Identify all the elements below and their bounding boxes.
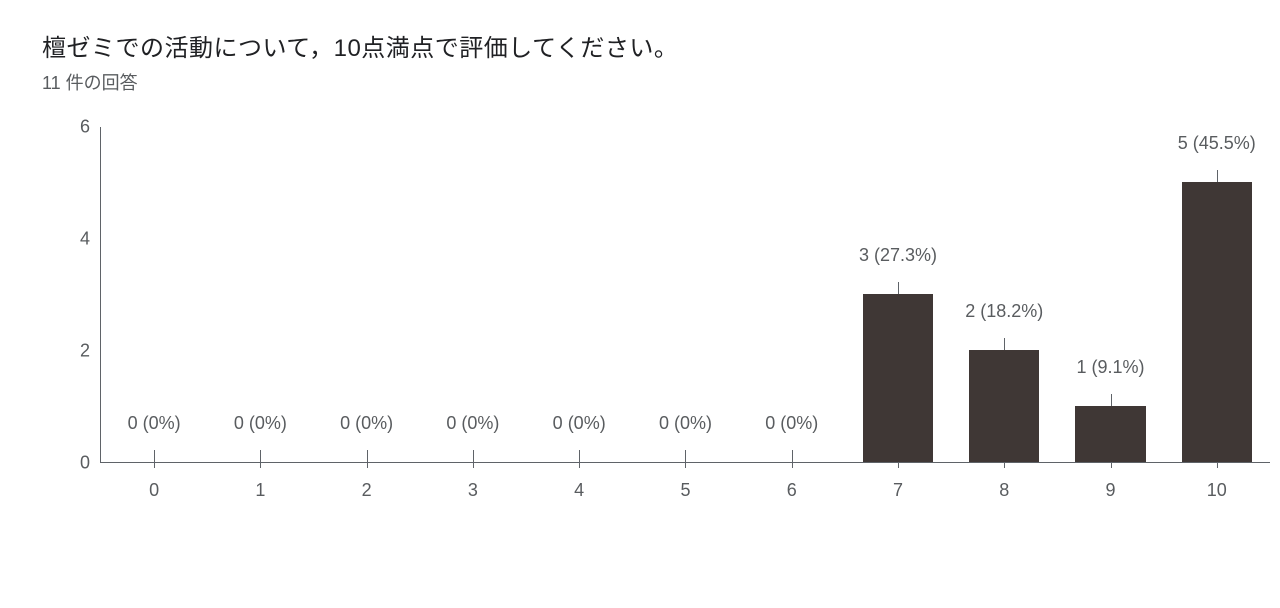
x-tick-mark: [367, 462, 368, 468]
bar-label-tick: [473, 450, 474, 462]
x-tick-label: 6: [787, 480, 797, 501]
bar-value-label: 2 (18.2%): [965, 301, 1043, 322]
x-tick: 4: [574, 468, 584, 501]
x-tick-mark: [260, 462, 261, 468]
x-tick-mark: [579, 462, 580, 468]
x-tick: 8: [999, 468, 1009, 501]
bar-label-tick: [1004, 338, 1005, 350]
bar-slot: 0 (0%)6: [739, 127, 845, 462]
x-tick-mark: [1217, 462, 1218, 468]
bar-value-label: 5 (45.5%): [1178, 133, 1256, 154]
bar-label-tick: [1111, 394, 1112, 406]
x-tick: 0: [149, 468, 159, 501]
x-tick-label: 10: [1207, 480, 1227, 501]
response-count: 11 件の回答: [42, 69, 1280, 95]
x-tick-label: 4: [574, 480, 584, 501]
x-tick-mark: [685, 462, 686, 468]
bar-value-label: 0 (0%): [340, 413, 393, 434]
bar-label-tick: [154, 450, 155, 462]
x-tick: 1: [255, 468, 265, 501]
x-tick-label: 8: [999, 480, 1009, 501]
x-tick-label: 0: [149, 480, 159, 501]
bar-label-tick: [260, 450, 261, 462]
bar-slot: 0 (0%)1: [207, 127, 313, 462]
bar: [1182, 182, 1252, 462]
bar-value-label: 0 (0%): [659, 413, 712, 434]
bar-slot: 0 (0%)0: [101, 127, 207, 462]
bar-value-label: 0 (0%): [234, 413, 287, 434]
bar-value-label: 1 (9.1%): [1077, 357, 1145, 378]
x-tick-label: 3: [468, 480, 478, 501]
x-tick: 10: [1207, 468, 1227, 501]
x-tick: 7: [893, 468, 903, 501]
bar: [863, 294, 933, 462]
bar-label-tick: [792, 450, 793, 462]
plot-area: 0 (0%)00 (0%)10 (0%)20 (0%)30 (0%)40 (0%…: [100, 127, 1270, 463]
x-tick-mark: [1111, 462, 1112, 468]
bar-value-label: 3 (27.3%): [859, 245, 937, 266]
x-tick-mark: [898, 462, 899, 468]
x-tick: 2: [362, 468, 372, 501]
chart-container: 檀ゼミでの活動について，10点満点で評価してください。 11 件の回答 0246…: [0, 0, 1280, 608]
bar-label-tick: [685, 450, 686, 462]
bar-label-tick: [1217, 170, 1218, 182]
bar-value-label: 0 (0%): [553, 413, 606, 434]
bar-slot: 1 (9.1%)9: [1057, 127, 1163, 462]
x-tick-label: 7: [893, 480, 903, 501]
bar-label-tick: [367, 450, 368, 462]
x-tick-mark: [473, 462, 474, 468]
bar-slot: 0 (0%)3: [420, 127, 526, 462]
chart-area: 0246 0 (0%)00 (0%)10 (0%)20 (0%)30 (0%)4…: [100, 127, 1270, 463]
bar-slot: 0 (0%)2: [314, 127, 420, 462]
bar-slot: 3 (27.3%)7: [845, 127, 951, 462]
y-tick-label: 0: [80, 453, 90, 474]
bar-label-tick: [898, 282, 899, 294]
bars-row: 0 (0%)00 (0%)10 (0%)20 (0%)30 (0%)40 (0%…: [101, 127, 1270, 462]
bar-slot: 2 (18.2%)8: [951, 127, 1057, 462]
x-tick-mark: [1004, 462, 1005, 468]
x-tick-label: 2: [362, 480, 372, 501]
y-axis: 0246: [78, 127, 100, 463]
x-tick: 3: [468, 468, 478, 501]
bar: [969, 350, 1039, 462]
x-tick-mark: [154, 462, 155, 468]
y-tick-label: 4: [80, 229, 90, 250]
y-tick-label: 6: [80, 117, 90, 138]
bar-value-label: 0 (0%): [128, 413, 181, 434]
x-tick-label: 5: [680, 480, 690, 501]
bar-label-tick: [579, 450, 580, 462]
y-tick-label: 2: [80, 341, 90, 362]
x-tick-label: 9: [1106, 480, 1116, 501]
bar-slot: 5 (45.5%)10: [1164, 127, 1270, 462]
x-tick: 5: [680, 468, 690, 501]
x-tick-label: 1: [255, 480, 265, 501]
x-tick: 9: [1106, 468, 1116, 501]
bar-slot: 0 (0%)5: [632, 127, 738, 462]
x-tick-mark: [792, 462, 793, 468]
bar-value-label: 0 (0%): [765, 413, 818, 434]
bar-slot: 0 (0%)4: [526, 127, 632, 462]
x-tick: 6: [787, 468, 797, 501]
bar-value-label: 0 (0%): [446, 413, 499, 434]
chart-title: 檀ゼミでの活動について，10点満点で評価してください。: [42, 28, 1280, 63]
bar: [1075, 406, 1145, 462]
